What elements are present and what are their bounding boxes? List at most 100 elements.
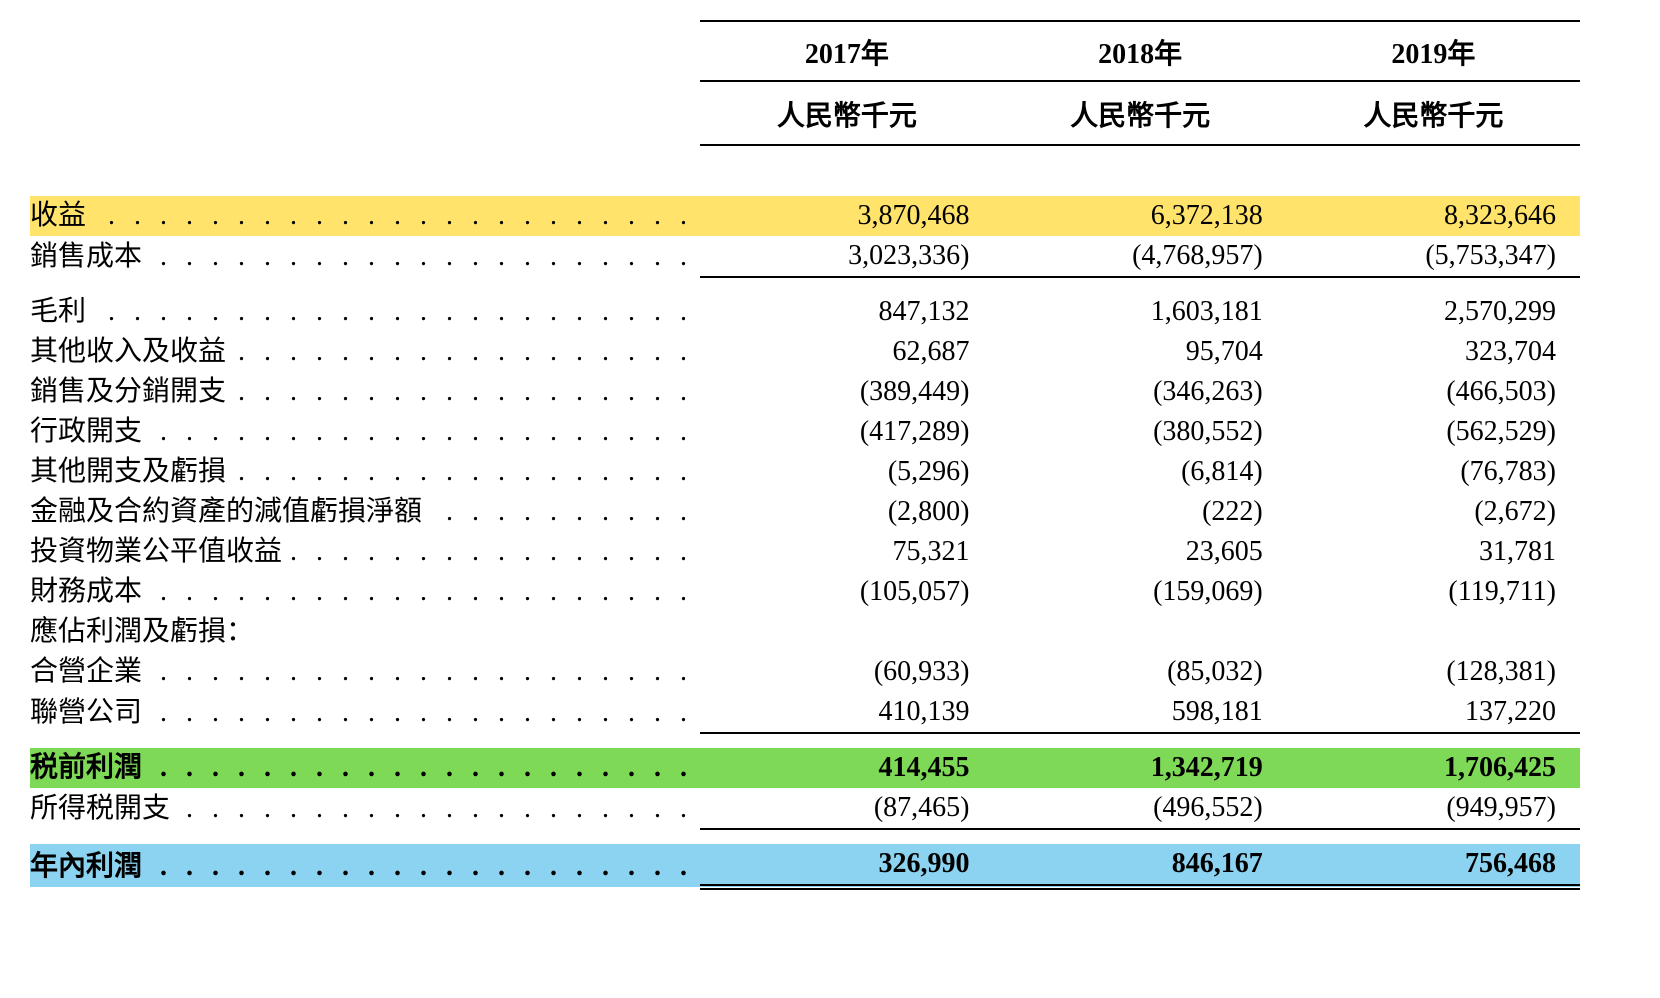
unit-2019: 人民幣千元	[1287, 81, 1580, 145]
row-label-text: 合營企業	[30, 656, 146, 687]
row-label: . . . . . . . . . . . . . . . . . . . . …	[30, 652, 700, 692]
row-label-text: 財務成本	[30, 576, 146, 607]
cell-value: 414,455	[700, 748, 993, 788]
row-label: . . . . . . . . . . . . . . . . . . . . …	[30, 692, 700, 733]
cell-value: (389,449)	[700, 372, 993, 412]
cell-value: 846,167	[994, 844, 1287, 887]
cell-value: 1,603,181	[994, 292, 1287, 332]
cell-value: 23,605	[994, 532, 1287, 572]
table-row: . . . . . . . . . . . . . . . . . . . . …	[30, 692, 1580, 733]
row-label-text: 投資物業公平值收益	[30, 536, 286, 567]
cell-value: (380,552)	[994, 412, 1287, 452]
cell-value: 3,023,336)	[700, 236, 993, 277]
cell-value: (496,552)	[994, 788, 1287, 829]
table-row: . . . . . . . . . . . . . . . . . . . . …	[30, 196, 1580, 236]
row-label: . . . . . . . . . . . . . . . . . . . . …	[30, 572, 700, 612]
unit-row: 人民幣千元 人民幣千元 人民幣千元	[30, 81, 1580, 145]
cell-value: (119,711)	[1287, 572, 1580, 612]
row-label-text: 税前利潤	[30, 752, 146, 783]
cell-value: 1,706,425	[1287, 748, 1580, 788]
cell-value: (5,296)	[700, 452, 993, 492]
row-label-text: 其他收入及收益	[30, 336, 230, 367]
cell-value	[1287, 612, 1580, 652]
table-header: 2017年 2018年 2019年 人民幣千元 人民幣千元 人民幣千元	[30, 21, 1580, 196]
row-label-text: 銷售成本	[30, 241, 146, 272]
row-label-text: 應佔利潤及虧損：	[30, 616, 258, 647]
row-label: . . . . . . . . . . . . . . . . . . . . …	[30, 788, 700, 829]
table-row: . . . . . . . . . . . . . . . . . . . . …	[30, 452, 1580, 492]
year-2019: 2019年	[1287, 21, 1580, 81]
row-spacer	[30, 733, 1580, 748]
cell-value: 3,870,468	[700, 196, 993, 236]
cell-value	[700, 612, 993, 652]
cell-value: (5,753,347)	[1287, 236, 1580, 277]
table-row: . . . . . . . . . . . . . . . . . . . . …	[30, 236, 1580, 277]
table-row: . . . . . . . . . . . . . . . . . . . . …	[30, 412, 1580, 452]
cell-value: 6,372,138	[994, 196, 1287, 236]
unit-2017: 人民幣千元	[700, 81, 993, 145]
row-label: . . . . . . . . . . . . . . . . . . . . …	[30, 452, 700, 492]
table-row: 應佔利潤及虧損：	[30, 612, 1580, 652]
cell-value: (60,933)	[700, 652, 993, 692]
table-row: . . . . . . . . . . . . . . . . . . . . …	[30, 748, 1580, 788]
cell-value	[994, 612, 1287, 652]
year-2017: 2017年	[700, 21, 993, 81]
header-blank	[30, 21, 700, 81]
cell-value: (159,069)	[994, 572, 1287, 612]
cell-value: 2,570,299	[1287, 292, 1580, 332]
cell-value: (562,529)	[1287, 412, 1580, 452]
cell-value: (85,032)	[994, 652, 1287, 692]
row-label-text: 收益	[30, 200, 90, 231]
cell-value: 326,990	[700, 844, 993, 887]
row-label: . . . . . . . . . . . . . . . . . . . . …	[30, 372, 700, 412]
cell-value: 756,468	[1287, 844, 1580, 887]
table-row: . . . . . . . . . . . . . . . . . . . . …	[30, 292, 1580, 332]
row-label: . . . . . . . . . . . . . . . . . . . . …	[30, 236, 700, 277]
cell-value: (2,672)	[1287, 492, 1580, 532]
cell-value: 137,220	[1287, 692, 1580, 733]
row-label-text: 聯營公司	[30, 697, 146, 728]
dot-leader: . . . . . . . . . . . . . . . . . . . . …	[30, 202, 700, 230]
row-label-text: 毛利	[30, 296, 90, 327]
row-label: . . . . . . . . . . . . . . . . . . . . …	[30, 292, 700, 332]
row-label-text: 所得税開支	[30, 793, 174, 824]
cell-value: (87,465)	[700, 788, 993, 829]
row-label-text: 行政開支	[30, 416, 146, 447]
table-row: . . . . . . . . . . . . . . . . . . . . …	[30, 492, 1580, 532]
cell-value: 598,181	[994, 692, 1287, 733]
cell-value: (466,503)	[1287, 372, 1580, 412]
row-label: . . . . . . . . . . . . . . . . . . . . …	[30, 748, 700, 788]
table-row: . . . . . . . . . . . . . . . . . . . . …	[30, 532, 1580, 572]
cell-value: 1,342,719	[994, 748, 1287, 788]
table-row: . . . . . . . . . . . . . . . . . . . . …	[30, 332, 1580, 372]
table-row: . . . . . . . . . . . . . . . . . . . . …	[30, 652, 1580, 692]
row-label-text: 金融及合約資產的減值虧損淨額	[30, 496, 426, 527]
income-statement-table: 2017年 2018年 2019年 人民幣千元 人民幣千元 人民幣千元 . . …	[30, 20, 1580, 890]
cell-value: 847,132	[700, 292, 993, 332]
cell-value: 410,139	[700, 692, 993, 733]
table-row: . . . . . . . . . . . . . . . . . . . . …	[30, 788, 1580, 829]
dot-leader: . . . . . . . . . . . . . . . . . . . . …	[30, 298, 700, 326]
row-label: . . . . . . . . . . . . . . . . . . . . …	[30, 844, 700, 887]
table-row: . . . . . . . . . . . . . . . . . . . . …	[30, 372, 1580, 412]
cell-value: (222)	[994, 492, 1287, 532]
year-row: 2017年 2018年 2019年	[30, 21, 1580, 81]
row-spacer	[30, 277, 1580, 292]
cell-value: 8,323,646	[1287, 196, 1580, 236]
cell-value: (4,768,957)	[994, 236, 1287, 277]
table-row: . . . . . . . . . . . . . . . . . . . . …	[30, 572, 1580, 612]
cell-value: 31,781	[1287, 532, 1580, 572]
row-label-text: 其他開支及虧損	[30, 456, 230, 487]
cell-value: (128,381)	[1287, 652, 1580, 692]
header-spacer	[30, 145, 1580, 196]
cell-value: (105,057)	[700, 572, 993, 612]
unit-2018: 人民幣千元	[994, 81, 1287, 145]
cell-value: (417,289)	[700, 412, 993, 452]
cell-value: 62,687	[700, 332, 993, 372]
cell-value: 75,321	[700, 532, 993, 572]
financial-table-page: 2017年 2018年 2019年 人民幣千元 人民幣千元 人民幣千元 . . …	[0, 0, 1660, 998]
year-2018: 2018年	[994, 21, 1287, 81]
row-label: . . . . . . . . . . . . . . . . . . . . …	[30, 492, 700, 532]
cell-value: (6,814)	[994, 452, 1287, 492]
row-label-text: 年內利潤	[30, 851, 146, 882]
